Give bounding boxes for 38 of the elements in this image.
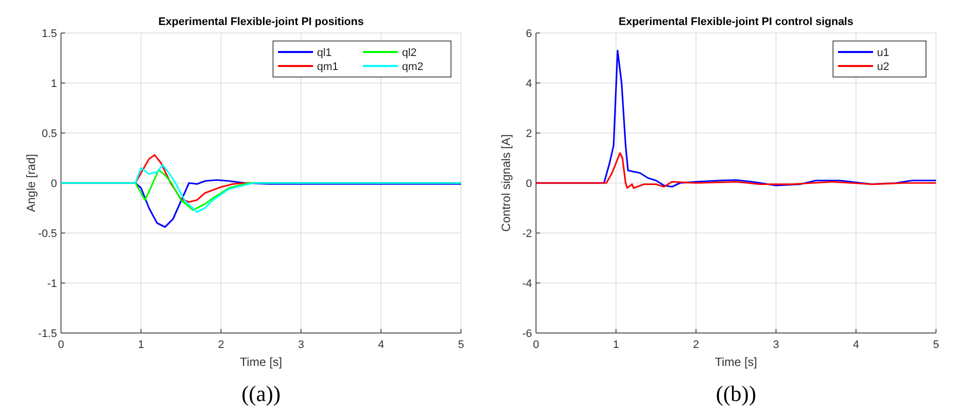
y-tick-label: 1 [50, 78, 57, 90]
y-tick-label: 0 [526, 178, 532, 190]
legend-label: qm1 [317, 61, 338, 73]
text: ((a)) [241, 381, 281, 406]
legend-label: qm2 [402, 61, 424, 73]
y-tick-label: 4 [526, 78, 532, 90]
x-axis-title: Time [s] [240, 355, 282, 369]
y-tick-label: 2 [526, 128, 532, 140]
x-tick-label: 3 [772, 339, 780, 351]
x-tick-label: 1 [612, 339, 620, 351]
y-axis-title: Angle [rad] [24, 154, 38, 212]
y-tick-label: -4 [522, 278, 532, 290]
x-tick-label: 4 [378, 339, 384, 351]
x-tick-label: 5 [458, 339, 464, 351]
x-tick-label: 2 [218, 339, 224, 351]
legend-label: ql2 [402, 47, 417, 59]
x-tick-label: 1 [138, 339, 144, 351]
y-tick-label: -6 [522, 328, 532, 340]
y-tick-label: 1.5 [42, 28, 57, 40]
chart-title: Experimental Flexible-joint PI control signals [618, 16, 854, 28]
x-tick-label: 4 [852, 339, 860, 351]
legend-label: u1 [877, 47, 890, 59]
y-axis-title: Control signals [A] [499, 134, 513, 232]
text: ((b)) [716, 381, 756, 406]
y-tick-label: 6 [526, 28, 532, 40]
x-tick-label: 5 [932, 339, 940, 351]
y-tick-label: -0.5 [38, 228, 57, 240]
legend-label: ql1 [317, 47, 332, 59]
y-tick-label: -1 [47, 278, 57, 290]
chart-title: Experimental Flexible-joint PI positions [158, 16, 364, 28]
y-tick-label: -1.5 [38, 328, 57, 340]
x-tick-label: 2 [692, 339, 700, 351]
x-axis-title: Time [s] [714, 355, 758, 369]
legend-label: u2 [877, 61, 890, 73]
x-tick-label: 3 [298, 339, 304, 351]
y-tick-label: 0.5 [42, 128, 57, 140]
y-tick-label: -2 [522, 228, 532, 240]
y-tick-label: 0 [50, 178, 57, 190]
